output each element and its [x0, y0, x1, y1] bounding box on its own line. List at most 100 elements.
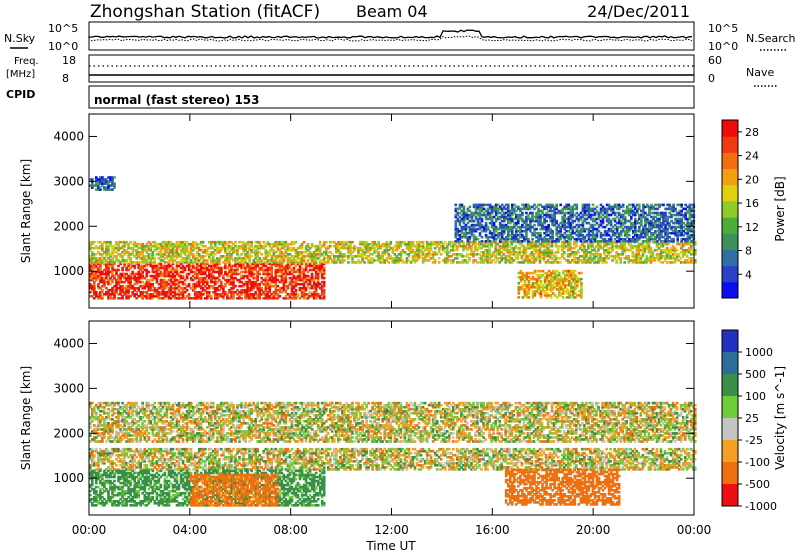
power-cell-region-0 — [177, 288, 181, 292]
power-cell-region-2 — [613, 227, 617, 231]
power-cell-region-2 — [587, 215, 591, 219]
power-cell-region-2 — [468, 231, 472, 235]
power-cell-region-1 — [437, 257, 441, 260]
power-cell-region-0 — [123, 264, 126, 268]
power-cell-region-1 — [280, 261, 284, 264]
power-cell-region-0 — [208, 284, 211, 288]
power-cell-region-1 — [218, 261, 221, 264]
power-cell-region-1 — [367, 244, 370, 248]
power-cell-region-2 — [605, 231, 609, 235]
power-cell-region-1 — [240, 257, 243, 260]
power-cell-region-0 — [185, 272, 189, 276]
power-cell-region-2 — [638, 233, 641, 237]
power-cell-region-1 — [417, 244, 421, 248]
power-cell-region-0 — [226, 293, 229, 296]
power-cell-region-0 — [167, 262, 171, 266]
power-cell-region-1 — [621, 248, 624, 252]
power-cell-region-0 — [133, 266, 136, 270]
power-cell-region-2 — [494, 211, 498, 215]
power-cell-region-1 — [212, 259, 215, 262]
power-cell-region-1 — [381, 255, 384, 258]
power-cell-region-0 — [222, 276, 225, 280]
power-cell-region-1 — [167, 246, 171, 250]
power-cell-region-0 — [197, 276, 201, 280]
power-cell-region-1 — [659, 261, 663, 264]
power-cell-region-2 — [456, 219, 460, 223]
power-cell-region-1 — [365, 244, 368, 248]
power-cell-region-2 — [605, 233, 609, 237]
power-cell-region-0 — [280, 266, 284, 270]
power-cell-region-2 — [607, 229, 611, 233]
power-cell-region-2 — [688, 221, 692, 225]
power-cell-region-1 — [498, 248, 501, 252]
power-cell-region-1 — [361, 255, 364, 258]
power-cell-region-1 — [218, 251, 221, 254]
power-cell-region-2 — [638, 215, 641, 219]
power-cell-region-1 — [411, 257, 415, 260]
power-cell-region-0 — [125, 272, 128, 276]
power-cell-region-2 — [490, 221, 494, 225]
power-cell-region-1 — [395, 255, 399, 258]
power-cell-region-2 — [456, 213, 460, 217]
power-cell-region-2 — [660, 221, 663, 225]
power-cell-region-1 — [260, 259, 263, 262]
power-cell-region-2 — [686, 227, 689, 231]
power-cell-region-1 — [655, 253, 659, 256]
power-cell-region-0 — [322, 290, 326, 294]
power-cell-region-1 — [599, 253, 602, 256]
power-cell-region-0 — [191, 264, 195, 268]
power-cell-region-1 — [145, 242, 149, 246]
power-cell-region-1 — [448, 242, 451, 246]
power-cell-region-2 — [611, 217, 615, 221]
power-cell-region-1 — [292, 240, 296, 244]
power-cell-region-0 — [91, 272, 94, 276]
power-cell-region-1 — [133, 248, 136, 252]
power-cell-region-1 — [171, 253, 175, 256]
power-cell-region-1 — [450, 261, 453, 264]
power-cell-region-1 — [242, 240, 245, 244]
power-cell-region-0 — [320, 270, 324, 274]
power-cell-region-0 — [89, 284, 92, 288]
power-cell-region-0 — [151, 284, 155, 288]
power-cell-region-1 — [641, 248, 645, 252]
power-cell-region-2 — [472, 225, 476, 229]
power-cell-region-0 — [179, 293, 183, 296]
power-cell-region-2 — [662, 221, 665, 225]
power-cell-region-0 — [141, 270, 144, 274]
power-cell-region-1 — [304, 246, 308, 250]
power-cell-region-1 — [169, 248, 173, 252]
power-cell-region-0 — [224, 266, 227, 270]
power-cell-region-1 — [536, 257, 540, 260]
power-cell-region-2 — [561, 233, 564, 237]
power-cell-region-2 — [634, 237, 637, 241]
power-cell-region-1 — [486, 255, 489, 258]
power-cell-region-1 — [508, 248, 512, 252]
power-cell-region-2 — [539, 217, 542, 221]
power-cell-region-2 — [585, 233, 589, 237]
power-cell-region-1 — [349, 244, 352, 248]
power-cell-region-2 — [553, 207, 556, 211]
power-cell-region-2 — [642, 211, 645, 215]
power-cell-region-1 — [278, 259, 282, 262]
power-cell-region-1 — [236, 257, 239, 260]
power-cell-region-2 — [648, 221, 651, 225]
power-cell-region-1 — [333, 244, 336, 248]
power-cell-region-1 — [681, 255, 685, 258]
power-cell-region-1 — [345, 246, 348, 250]
power-cell-region-0 — [236, 268, 239, 272]
power-cell-region-0 — [199, 268, 203, 272]
power-cell-region-0 — [282, 297, 286, 300]
power-cell-region-2 — [668, 215, 671, 219]
power-cell-region-2 — [569, 211, 573, 215]
power-cell-region-0 — [115, 270, 118, 274]
power-cell-region-1 — [484, 255, 487, 258]
power-cell-region-0 — [127, 268, 130, 272]
power-cell-region-1 — [314, 244, 318, 248]
power-cell-region-1 — [199, 248, 203, 252]
power-cell-region-0 — [314, 288, 318, 292]
power-cell-region-2 — [517, 219, 520, 223]
power-cell-region-2 — [632, 221, 635, 225]
power-cell-region-2 — [462, 217, 466, 221]
power-cell-region-2 — [605, 217, 609, 221]
